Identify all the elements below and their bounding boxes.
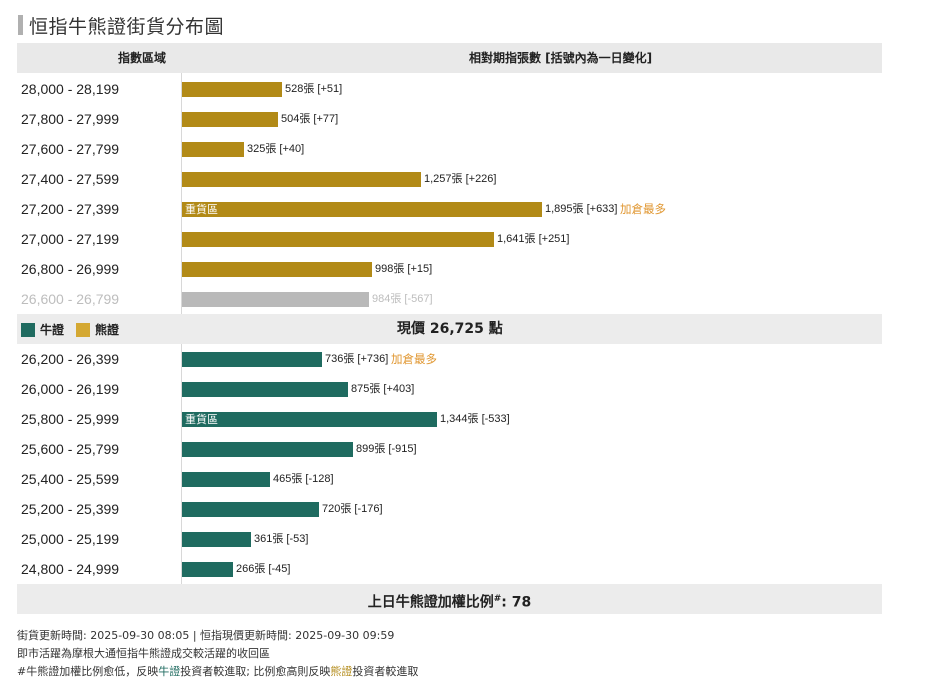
bear-bar xyxy=(182,232,494,247)
bear-range-label: 28,000 - 28,199 xyxy=(21,81,120,97)
ratio-explanation-note: #牛熊證加權比例愈低，反映牛證投資者較進取; 比例愈高則反映熊證投資者較進取 xyxy=(17,663,418,679)
bear-value-label: 984張 [-567] xyxy=(372,293,433,305)
weighted-ratio-footnote-mark: # xyxy=(493,594,502,604)
bull-value-label: 266張 [-45] xyxy=(236,563,291,575)
bull-range-label: 26,200 - 26,399 xyxy=(21,351,120,367)
active-zone-note: 即市活躍為摩根大通恒指牛熊證成交較活躍的收回區 xyxy=(17,647,270,660)
bear-legend-label: 熊證 xyxy=(95,323,120,337)
bull-value-label: 899張 [-915] xyxy=(356,443,417,455)
bull-value-label: 1,344張 [-533] xyxy=(440,413,510,425)
bull-bar xyxy=(182,502,319,517)
bull-value-label: 361張 [-53] xyxy=(254,533,309,545)
update-time-note: 街貨更新時間: 2025-09-30 08:05 | 恒指現價更新時間: 202… xyxy=(17,629,395,642)
bull-bar xyxy=(182,532,251,547)
bear-range-label: 27,200 - 27,399 xyxy=(21,201,120,217)
bear-bar xyxy=(182,112,278,127)
range-column-header: 指數區域 xyxy=(118,51,167,65)
bear-value-label: 1,895張 [+633] xyxy=(545,203,618,215)
bull-value-label: 875張 [+403] xyxy=(351,383,415,395)
ratio-note-part-1: #牛熊證加權比例愈低，反映 xyxy=(17,665,159,678)
bull-bar xyxy=(182,472,270,487)
ratio-note-bear: 熊證 xyxy=(330,665,353,678)
bear-value-label: 1,641張 [+251] xyxy=(497,233,570,245)
bear-bar xyxy=(182,292,369,307)
bull-range-label: 25,400 - 25,599 xyxy=(21,471,120,487)
bull-range-label: 25,600 - 25,799 xyxy=(21,441,120,457)
ratio-note-part-3: 投資者較進取 xyxy=(352,665,419,678)
bear-value-label: 504張 [+77] xyxy=(281,113,339,125)
bull-bar xyxy=(182,382,348,397)
bull-value-label: 736張 [+736] xyxy=(325,353,389,365)
bear-value-label: 325張 [+40] xyxy=(247,143,305,155)
bear-bar xyxy=(182,82,282,97)
bear-range-label: 27,400 - 27,599 xyxy=(21,171,120,187)
bear-axis-line xyxy=(181,73,182,314)
bull-value-label: 720張 [-176] xyxy=(322,503,383,515)
most-added-tag: 加倉最多 xyxy=(391,352,437,366)
bear-bar: 重貨區 xyxy=(182,202,542,217)
bull-bar: 重貨區 xyxy=(182,412,437,427)
bear-bar xyxy=(182,142,244,157)
bear-legend-swatch xyxy=(76,322,91,337)
bull-legend-label: 牛證 xyxy=(40,323,65,337)
ratio-note-part-2: 投資者較進取; 比例愈高則反映 xyxy=(180,665,331,678)
bull-range-label: 25,200 - 25,399 xyxy=(21,501,120,517)
bull-bar xyxy=(182,352,322,367)
legend: 牛證 熊證 xyxy=(21,321,119,338)
bear-range-label: 27,800 - 27,999 xyxy=(21,111,120,127)
bull-range-label: 25,800 - 25,999 xyxy=(21,411,120,427)
bull-range-label: 25,000 - 25,199 xyxy=(21,531,120,547)
bear-range-label: 26,800 - 26,999 xyxy=(21,261,120,277)
title-accent-bar xyxy=(18,15,23,35)
bull-bar xyxy=(182,442,353,457)
bear-bar xyxy=(182,262,372,277)
bear-range-label: 27,600 - 27,799 xyxy=(21,141,120,157)
chart-title: 恒指牛熊證街貨分布圖 xyxy=(18,13,225,38)
bear-value-label: 528張 [+51] xyxy=(285,83,343,95)
bear-range-label: 27,000 - 27,199 xyxy=(21,231,120,247)
bear-range-label: 26,600 - 26,799 xyxy=(21,291,120,307)
weighted-ratio-label: 上日牛熊證加權比例 xyxy=(367,594,494,611)
heavy-zone-label: 重貨區 xyxy=(185,203,218,216)
heavy-zone-label: 重貨區 xyxy=(185,413,218,426)
current-price-band: 牛證 熊證 現價 26,725 點 xyxy=(17,314,882,344)
most-added-tag: 加倉最多 xyxy=(620,202,666,216)
ratio-note-bull: 牛證 xyxy=(158,665,181,678)
weighted-ratio-value: : 78 xyxy=(501,594,532,611)
bull-range-label: 24,800 - 24,999 xyxy=(21,561,120,577)
chart-title-text: 恒指牛熊證街貨分布圖 xyxy=(29,15,225,38)
table-header: 指數區域 相對期指張數 [括號內為一日變化] xyxy=(17,43,882,73)
bull-bar xyxy=(182,562,233,577)
bull-axis-line xyxy=(181,344,182,584)
current-price-label: 現價 26,725 點 xyxy=(397,321,503,337)
weighted-ratio-band: 上日牛熊證加權比例#: 78 xyxy=(17,584,882,614)
bear-value-label: 1,257張 [+226] xyxy=(424,173,497,185)
bear-value-label: 998張 [+15] xyxy=(375,263,433,275)
value-column-header: 相對期指張數 [括號內為一日變化] xyxy=(469,51,653,65)
bull-legend-swatch xyxy=(21,322,35,337)
bull-range-label: 26,000 - 26,199 xyxy=(21,381,120,397)
bull-value-label: 465張 [-128] xyxy=(273,473,334,485)
bear-bar xyxy=(182,172,421,187)
